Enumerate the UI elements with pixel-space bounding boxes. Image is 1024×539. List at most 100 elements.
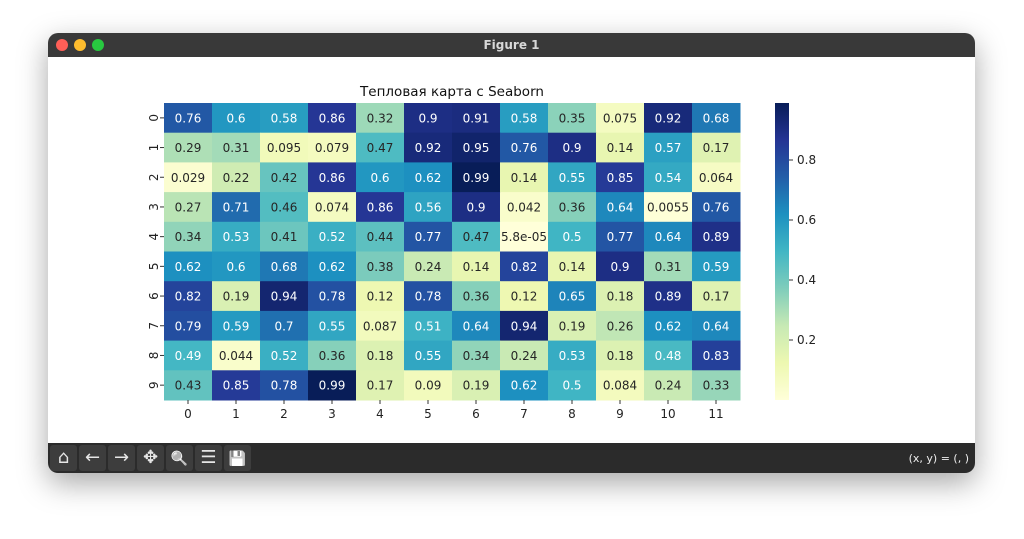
colorbar-tick-label: 0.6	[797, 213, 816, 227]
cell-label: 0.14	[607, 141, 634, 155]
x-tick-label: 7	[520, 407, 528, 421]
heatmap-cell	[308, 370, 357, 401]
heatmap-cell	[548, 192, 597, 223]
x-tick-label: 2	[280, 407, 288, 421]
cell-label: 0.22	[223, 171, 250, 185]
heatmap-cell	[164, 192, 213, 223]
cell-label: 0.53	[223, 230, 250, 244]
save-button[interactable]: 💾	[224, 445, 251, 471]
heatmap-cell	[164, 103, 213, 134]
heatmap-cell	[212, 251, 261, 282]
minimize-button[interactable]	[74, 39, 86, 51]
pan-button[interactable]: ✥	[137, 445, 164, 471]
y-tick-label: 1	[147, 144, 161, 152]
heatmap-cell	[692, 103, 741, 134]
y-tick-label: 0	[147, 114, 161, 122]
cell-label: 0.9	[466, 200, 485, 214]
heatmap-cell	[452, 192, 501, 223]
cell-label: 0.36	[463, 290, 490, 304]
back-arrow-button[interactable]: ←	[79, 445, 106, 471]
cell-label: 0.94	[511, 319, 538, 333]
y-tick-label: 9	[147, 381, 161, 389]
cell-label: 0.64	[655, 230, 682, 244]
cell-label: 0.78	[319, 290, 346, 304]
home-button[interactable]: ⌂	[50, 445, 77, 471]
y-tick-label: 3	[147, 203, 161, 211]
cell-label: 0.14	[559, 260, 586, 274]
heatmap-cell	[644, 162, 693, 193]
cell-label: 0.47	[367, 141, 394, 155]
heatmap-cell	[692, 192, 741, 223]
cell-label: 0.087	[363, 319, 397, 333]
heatmap-cell	[548, 370, 597, 401]
cell-label: 0.77	[415, 230, 442, 244]
cell-label: 0.18	[607, 290, 634, 304]
cell-label: 0.59	[703, 260, 730, 274]
cell-label: 0.35	[559, 111, 586, 125]
heatmap-cell	[452, 370, 501, 401]
y-tick-label: 8	[147, 352, 161, 360]
cell-label: 0.55	[559, 171, 586, 185]
close-button[interactable]	[56, 39, 68, 51]
heatmap-cell	[260, 310, 309, 342]
heatmap-cell	[308, 162, 357, 193]
heatmap-cell	[404, 251, 453, 282]
heatmap-cell	[260, 281, 309, 312]
cell-label: 0.82	[175, 290, 202, 304]
heatmap-cell	[308, 281, 357, 312]
heatmap-cell	[452, 162, 501, 193]
cell-label: 0.62	[175, 260, 202, 274]
cell-label: 0.26	[607, 319, 634, 333]
pan-icon: ✥	[142, 447, 159, 468]
heatmap-cell	[308, 132, 357, 163]
window-title: Figure 1	[483, 38, 540, 52]
heatmap-cell	[356, 103, 405, 134]
cell-label: 0.14	[463, 260, 490, 274]
configure-subplots-button[interactable]: ☰	[195, 445, 222, 471]
heatmap-cell	[692, 281, 741, 312]
heatmap-cell	[260, 192, 309, 223]
heatmap-cell	[596, 192, 645, 223]
cell-label: 0.18	[607, 349, 634, 363]
heatmap-cell	[260, 132, 309, 163]
cell-label: 0.78	[271, 379, 298, 393]
heatmap-cell	[308, 310, 357, 342]
heatmap-cell	[596, 132, 645, 163]
forward-arrow-icon: →	[113, 447, 130, 468]
cell-label: 0.49	[175, 349, 202, 363]
zoom-button[interactable]: 🔍	[166, 445, 193, 471]
cell-label: 0.85	[223, 379, 250, 393]
cell-label: 0.6	[226, 260, 245, 274]
heatmap-cell	[644, 310, 693, 342]
heatmap-cell	[548, 132, 597, 163]
heatmap-cell	[500, 340, 549, 371]
forward-arrow-button[interactable]: →	[108, 445, 135, 471]
heatmap-cell	[596, 281, 645, 312]
heatmap-cell	[644, 340, 693, 371]
heatmap-cell	[404, 132, 453, 163]
heatmap-cell	[452, 132, 501, 163]
cell-label: 0.91	[463, 111, 490, 125]
cell-label: 0.47	[463, 230, 490, 244]
cell-label: 0.52	[271, 349, 298, 363]
heatmap-cell	[596, 162, 645, 193]
heatmap-cell	[452, 251, 501, 282]
heatmap-cell	[356, 221, 405, 252]
cell-label: 0.14	[511, 171, 538, 185]
heatmap-cell	[164, 370, 213, 401]
cell-label: 0.64	[463, 319, 490, 333]
heatmap-cell	[452, 103, 501, 134]
heatmap-cell	[500, 132, 549, 163]
cell-label: 0.62	[511, 379, 538, 393]
heatmap-cell	[260, 221, 309, 252]
cell-label: 0.36	[319, 349, 346, 363]
cell-label: 0.95	[463, 141, 490, 155]
maximize-button[interactable]	[92, 39, 104, 51]
heatmap-cell	[308, 340, 357, 371]
cell-label: 0.77	[607, 230, 634, 244]
heatmap-cell	[260, 370, 309, 401]
colorbar	[775, 103, 789, 400]
cell-label: 0.94	[271, 290, 298, 304]
heatmap-cell	[260, 103, 309, 134]
